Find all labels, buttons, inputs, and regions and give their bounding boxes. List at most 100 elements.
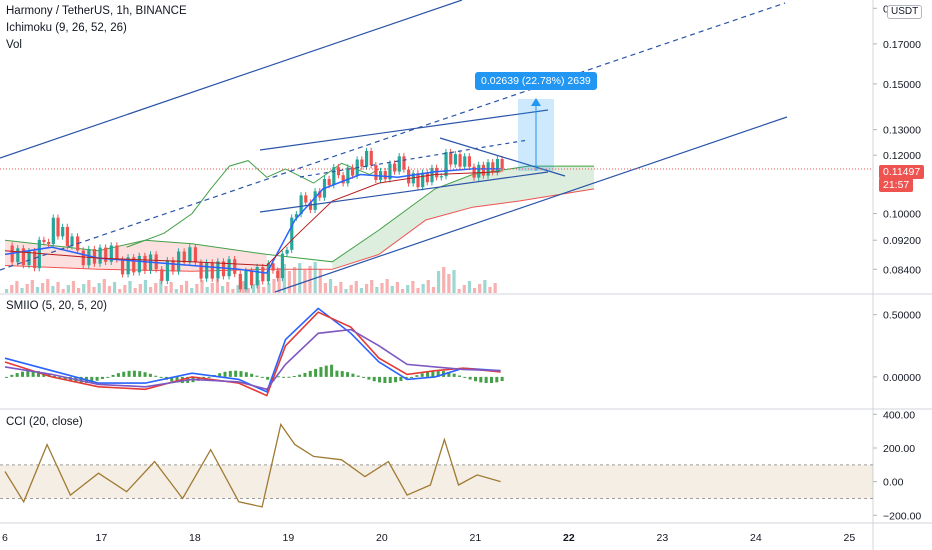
volume-bar-28 (148, 287, 153, 293)
smiio-hist-bar-78 (420, 373, 424, 377)
candle-body-14 (81, 250, 85, 266)
volume-bar-36 (190, 288, 194, 293)
smiio-hist-bar-24 (132, 370, 136, 377)
volume-bar-24 (128, 281, 132, 293)
volume-bar-49 (256, 280, 261, 293)
volume-bar-67 (349, 285, 353, 293)
price-tick-label-7: 0.08400 (883, 264, 921, 276)
smiio-hist-bar-44 (239, 371, 243, 377)
smiio-hist-bar-85 (458, 375, 462, 377)
price-tick-label-1: 0.17000 (883, 39, 921, 51)
smiio-hist-bar-65 (351, 373, 355, 377)
volume-bar-34 (179, 285, 184, 293)
smiio-hist-bar-31 (170, 376, 174, 382)
smiio-hist-bar-76 (410, 376, 414, 378)
smiio-hist-bar-40 (218, 373, 222, 377)
volume-bar-21 (112, 282, 117, 293)
ichimoku-legend[interactable]: Ichimoku (9, 26, 52, 26) (6, 22, 127, 34)
volume-legend[interactable]: Vol (6, 39, 22, 51)
volume-bar-51 (267, 283, 271, 293)
candle-body-11 (65, 226, 69, 247)
volume-bar-78 (406, 285, 410, 293)
candle-body-1 (16, 248, 20, 263)
candle-body-44 (249, 270, 254, 286)
candle-body-35 (199, 262, 203, 279)
smiio-hist-bar-81 (436, 370, 440, 377)
candle-body-80 (421, 172, 425, 188)
volume-bar-62 (323, 283, 328, 293)
volume-bar-18 (97, 283, 101, 293)
candle-body-9 (56, 217, 60, 237)
smiio-hist-bar-53 (287, 376, 291, 378)
volume-bar-6 (35, 287, 40, 293)
candle-body-19 (109, 245, 113, 262)
candle-body-55 (304, 195, 308, 203)
volume-bar-84 (436, 271, 441, 293)
volume-bar-52 (272, 279, 276, 293)
smiio-hist-bar-51 (276, 376, 280, 378)
volume-bar-42 (220, 286, 225, 293)
volume-bar-92 (478, 284, 482, 293)
price-tick-label-3: 0.13000 (883, 125, 921, 137)
volume-bar-53 (277, 268, 281, 293)
volume-bar-70 (364, 284, 369, 293)
smiio-hist-bar-28 (154, 375, 158, 377)
candle-body-60 (327, 179, 331, 186)
candle-body-74 (393, 163, 397, 172)
smiio-hist-bar-29 (159, 376, 163, 378)
time-label-7: 23 (657, 532, 669, 544)
smiio-hist-bar-17 (95, 376, 99, 381)
volume-bar-93 (483, 280, 487, 293)
candle-body-79 (416, 173, 420, 188)
smiio-hist-bar-93 (500, 376, 504, 382)
smiio-hist-bar-3 (20, 371, 24, 377)
ichimoku-lagging-span (126, 160, 380, 248)
wedge-mid-dashed (299, 139, 529, 178)
candle-body-20 (115, 245, 119, 260)
candle-body-32 (182, 251, 186, 263)
smiio-hist-bar-25 (138, 371, 142, 377)
candle-body-95 (491, 162, 495, 173)
volume-bar-25 (133, 288, 137, 293)
price-tick-label-2: 0.15000 (883, 79, 921, 91)
smiio-hist-bar-61 (330, 364, 334, 377)
candle-body-67 (360, 159, 364, 167)
smiio-hist-bar-23 (127, 370, 131, 377)
smiio-hist-bar-22 (122, 371, 126, 377)
volume-bar-15 (82, 284, 86, 293)
trendline-upper-channel (0, 0, 463, 159)
candle-body-63 (341, 175, 345, 184)
volume-bar-5 (30, 280, 34, 293)
currency-badge[interactable]: USDT (887, 5, 923, 19)
time-label-8: 24 (750, 532, 762, 544)
volume-bar-72 (375, 287, 379, 293)
last-price-badge: 0.11497 (879, 165, 925, 179)
volume-bar-30 (159, 279, 163, 293)
time-label-6: 22 (563, 532, 575, 544)
volume-bar-81 (421, 284, 425, 293)
cci-legend[interactable]: CCI (20, close) (6, 416, 83, 428)
smiio-hist-bar-49 (266, 376, 270, 380)
candle-body-22 (126, 257, 130, 275)
smiio-line-0 (4, 307, 501, 393)
smiio-hist-bar-74 (399, 376, 403, 381)
smiio-hist-bar-90 (484, 376, 488, 384)
candle-body-83 (435, 167, 439, 178)
volume-bar-91 (472, 288, 477, 293)
volume-bar-75 (390, 286, 394, 293)
volume-bar-20 (107, 286, 112, 293)
smiio-legend[interactable]: SMIIO (5, 20, 5, 20) (6, 300, 107, 312)
volume-bar-55 (287, 271, 292, 293)
smiio-hist-bar-52 (282, 376, 286, 378)
candle-body-50 (280, 253, 285, 279)
candle-body-84 (439, 176, 443, 178)
smiio-hist-bar-48 (260, 376, 264, 378)
volume-bar-35 (184, 281, 189, 293)
candle-body-45 (255, 267, 259, 286)
volume-bar-7 (40, 283, 45, 293)
volume-bar-19 (102, 279, 106, 293)
cci-line-0 (4, 422, 501, 508)
volume-bar-48 (251, 284, 256, 293)
volume-bar-0 (5, 289, 9, 293)
